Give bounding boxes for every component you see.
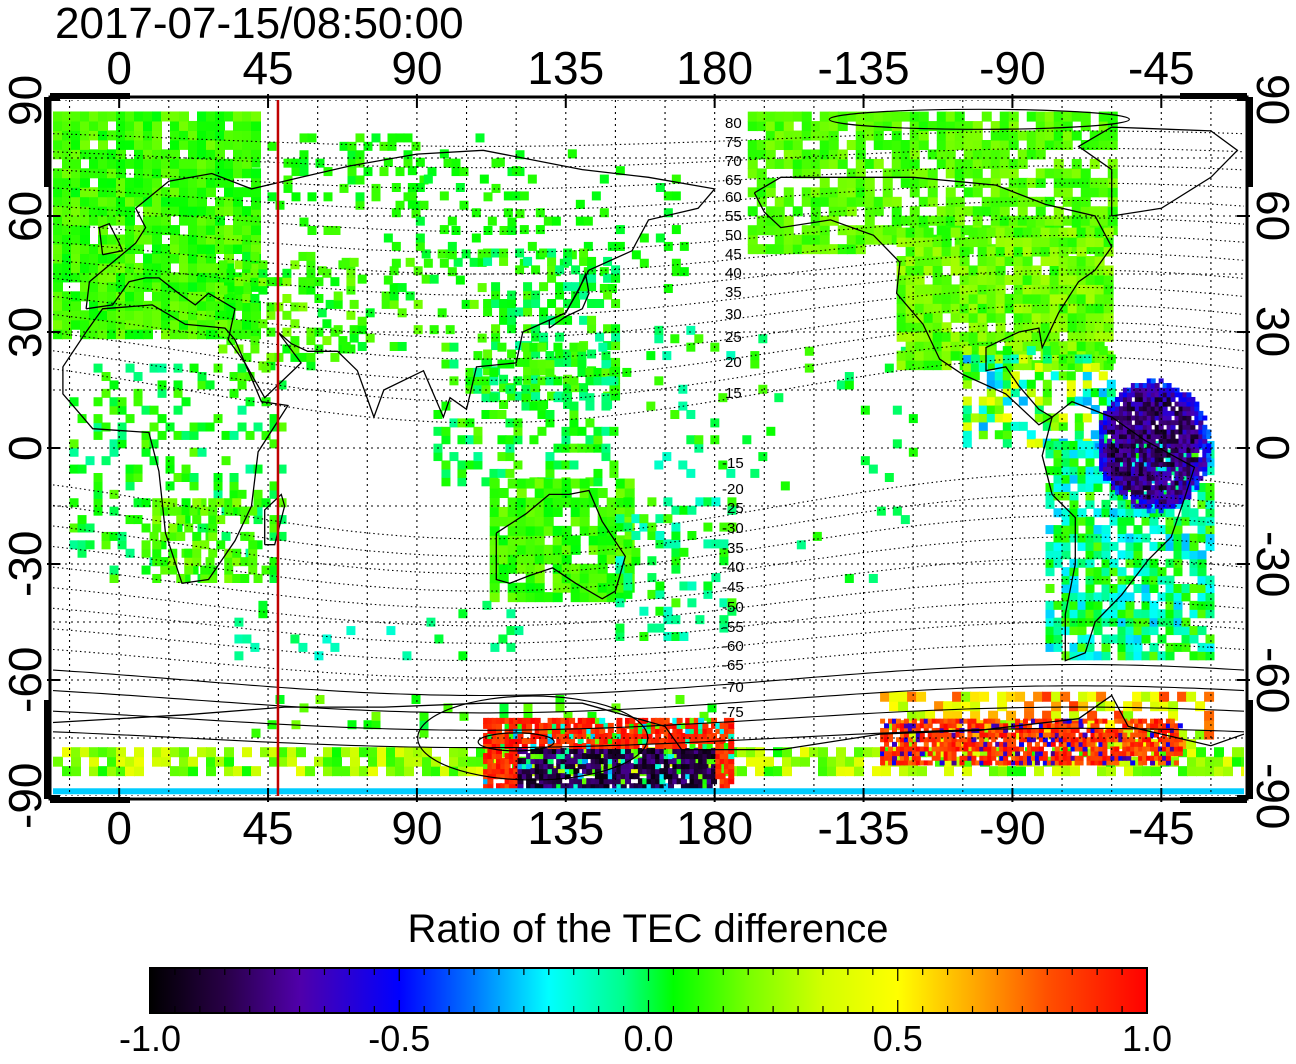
contour-label: 60 <box>725 189 742 206</box>
colorbar-tick-label: 1.0 <box>1121 1018 1173 1059</box>
mlat-contour <box>53 304 1244 360</box>
mlat-contour <box>53 685 1244 714</box>
contour-label: 25 <box>725 329 742 346</box>
top-lon-label: 180 <box>676 42 754 94</box>
contour-label: -65 <box>722 657 744 674</box>
contour-label: -25 <box>722 500 744 517</box>
colorbar-title: Ratio of the TEC difference <box>407 907 889 951</box>
top-lon-label: 45 <box>242 42 294 94</box>
contour-label: -20 <box>722 481 744 498</box>
colorbar-tick-label: 0.0 <box>623 1018 674 1059</box>
contour-label: 15 <box>725 385 742 402</box>
frame-band <box>44 700 50 799</box>
contour-label: 55 <box>725 208 742 225</box>
magnetic-latitude-contours <box>53 108 1244 781</box>
mlat-contour <box>53 147 1244 169</box>
mlat-contour <box>53 536 1244 592</box>
mlat-contour <box>53 217 1244 254</box>
uk-coastline <box>98 222 124 256</box>
top-lon-label: -45 <box>1128 42 1195 94</box>
mlat-contour <box>53 727 1244 749</box>
mlat-contour <box>53 130 1244 147</box>
bottom-lon-label: 135 <box>527 802 605 854</box>
contour-label: -50 <box>722 599 744 616</box>
mlat-contour <box>417 695 649 781</box>
frame-ticks <box>44 93 1253 803</box>
mlat-contour <box>53 642 1244 679</box>
australia-coastline <box>495 489 627 600</box>
contour-label: -60 <box>722 638 744 655</box>
graticule-grid <box>53 100 1244 796</box>
bottom-lon-label: -135 <box>817 802 910 854</box>
mlat-contour <box>53 515 1244 575</box>
mlat-contour <box>477 732 555 752</box>
contour-label: 65 <box>725 172 742 189</box>
contour-label: 20 <box>725 354 742 371</box>
top-lon-label: 90 <box>391 42 443 94</box>
contour-label: -30 <box>722 520 744 537</box>
frame-band <box>44 97 50 187</box>
japan-coastline <box>548 271 590 329</box>
colorbar-tick-label: -0.5 <box>368 1018 431 1059</box>
contour-label: 40 <box>725 265 742 282</box>
frame-band <box>1247 700 1253 799</box>
bottom-lon-label: -45 <box>1128 802 1195 854</box>
frame-band <box>1180 797 1247 803</box>
madagascar-coastline <box>264 493 286 546</box>
frame-band <box>50 93 130 99</box>
bottom-lon-label: 45 <box>242 802 294 854</box>
top-lon-label: 0 <box>106 42 132 94</box>
mlat-contour <box>53 356 1244 424</box>
frame-band <box>1247 97 1253 187</box>
contour-label: -35 <box>722 540 744 557</box>
mlat-contour <box>53 663 1244 697</box>
mlat-contour <box>53 493 1244 557</box>
contour-label: -70 <box>722 679 744 696</box>
mlat-contour <box>828 108 1130 130</box>
greenland-coastline <box>1077 126 1239 217</box>
contour-label: 80 <box>725 115 742 132</box>
frame-band <box>50 797 130 803</box>
mlat-contour <box>53 472 1244 540</box>
bottom-lon-label: 180 <box>676 802 754 854</box>
south-america-coastline <box>1041 400 1196 662</box>
tec-data-layer <box>53 111 1244 795</box>
bottom-lon-label: -90 <box>979 802 1046 854</box>
top-lon-label: 135 <box>527 42 605 94</box>
colorbar-ticks <box>149 968 1148 1013</box>
contour-label: 70 <box>725 153 742 170</box>
mlat-contour <box>53 182 1244 211</box>
antarctica-coastline <box>53 694 1244 751</box>
contour-label: 75 <box>725 134 742 151</box>
mlat-contour <box>53 706 1244 731</box>
contour-label: 30 <box>725 306 742 323</box>
colorbar-tick-label: 0.5 <box>872 1018 923 1059</box>
contour-label: -15 <box>722 455 744 472</box>
frame-band <box>1180 93 1247 99</box>
mlat-contour <box>53 321 1244 381</box>
bottom-lon-label: 90 <box>391 802 443 854</box>
timestamp-title: 2017-07-15/08:50:00 <box>55 0 464 48</box>
mlat-contour <box>53 621 1244 662</box>
mlat-contour <box>53 234 1244 275</box>
mlat-contour <box>53 165 1244 190</box>
contour-label: 35 <box>725 284 742 301</box>
top-lon-label: -135 <box>817 42 910 94</box>
top-lon-label: -90 <box>979 42 1046 94</box>
contour-label: -45 <box>722 579 744 596</box>
africa-coastline <box>62 304 289 585</box>
north-america-coastline <box>753 176 1113 426</box>
colorbar-tick-label: -1.0 <box>118 1018 182 1059</box>
bottom-lon-label: 0 <box>106 802 132 854</box>
contour-label: -75 <box>722 704 744 721</box>
contour-label: -55 <box>722 619 744 636</box>
contour-label: 50 <box>725 227 742 244</box>
contour-label: 45 <box>725 246 742 263</box>
mlat-contour <box>53 199 1244 233</box>
europe-asia-coastline <box>85 149 716 420</box>
contour-label: -40 <box>722 559 744 576</box>
coastlines <box>53 126 1244 751</box>
